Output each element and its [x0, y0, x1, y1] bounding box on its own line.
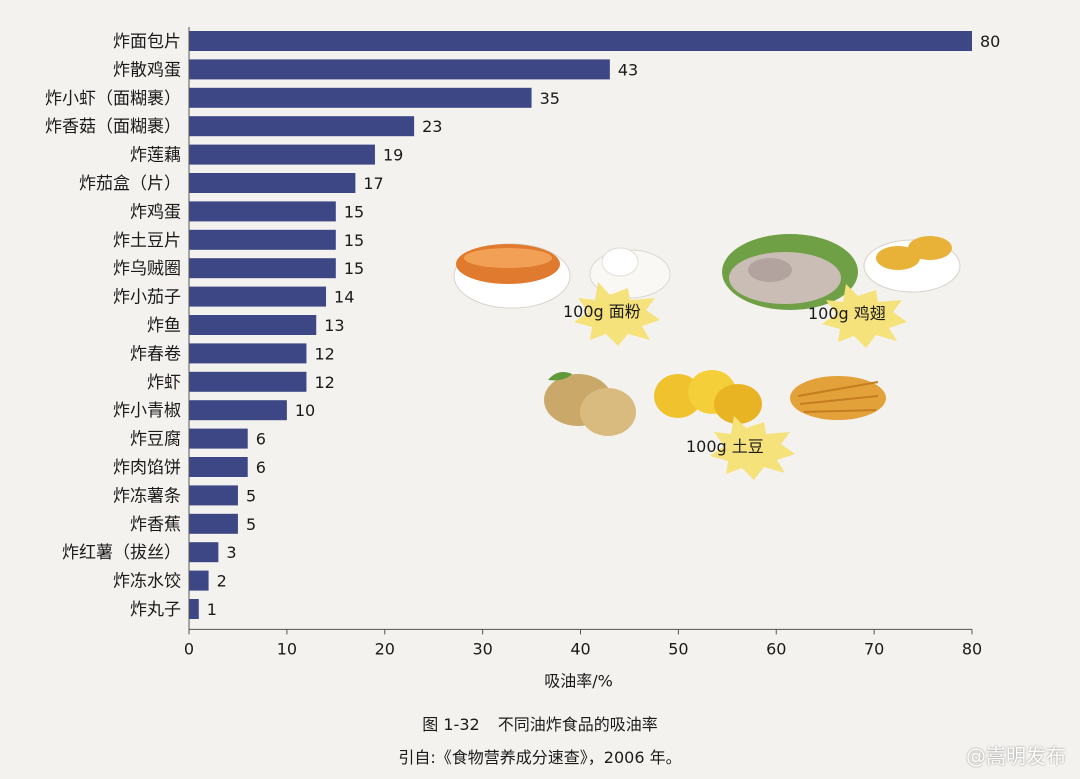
figure-caption: 图 1-32 不同油炸食品的吸油率: [0, 711, 1080, 735]
bar: [189, 343, 307, 364]
category-label: 炸小茄子: [113, 288, 181, 308]
x-axis: 0 10 20 30 40 50 60 70 80 吸油率/%: [184, 27, 982, 690]
figure-title: 不同油炸食品的吸油率: [497, 715, 658, 734]
category-label: 炸乌贼圈: [113, 259, 181, 279]
bar: [189, 59, 610, 80]
value-label: 19: [383, 146, 403, 165]
potato-label: 100g 土豆: [686, 437, 764, 456]
category-label: 炸冻薯条: [113, 486, 181, 506]
value-label: 3: [226, 543, 236, 562]
bar: [189, 485, 238, 506]
category-label: 炸散鸡蛋: [113, 60, 181, 80]
bar: [189, 116, 415, 137]
category-label: 炸莲藕: [130, 146, 181, 166]
fried-dough-icon: [453, 243, 671, 309]
bar: [189, 457, 248, 477]
category-label: 炸小青椒: [113, 401, 181, 421]
bar: [189, 570, 209, 591]
starburst-potato: [710, 416, 795, 480]
value-label: 80: [980, 32, 1000, 51]
category-label: 炸土豆片: [113, 231, 181, 251]
category-label: 炸鱼: [147, 316, 181, 336]
value-label: 6: [256, 458, 266, 477]
value-label: 17: [363, 174, 383, 193]
bar: [189, 371, 307, 392]
x-tick-label: 80: [962, 639, 982, 658]
x-tick-label: 10: [277, 639, 297, 658]
category-label: 炸虾: [147, 373, 181, 393]
value-label: 6: [256, 430, 266, 449]
bar: [189, 599, 199, 619]
bar: [189, 173, 356, 193]
flour-label: 100g 面粉: [563, 302, 641, 321]
value-label: 12: [314, 344, 334, 363]
bar: [189, 400, 287, 421]
chicken-wing-icon: [722, 234, 961, 310]
category-label: 炸豆腐: [130, 430, 181, 450]
x-tick-label: 30: [472, 639, 492, 658]
value-label: 5: [246, 515, 256, 534]
bar: [189, 201, 336, 222]
bar: [189, 258, 336, 279]
value-label: 10: [295, 401, 315, 420]
value-label: 5: [246, 486, 256, 505]
bar: [189, 428, 248, 449]
bar: [189, 144, 375, 165]
x-axis-title: 吸油率/%: [544, 671, 613, 690]
bar: [189, 87, 532, 108]
value-label: 43: [618, 60, 638, 79]
starburst-flour: [574, 282, 660, 346]
value-label: 15: [344, 202, 364, 221]
x-tick-label: 0: [184, 639, 194, 658]
figure-number: 图 1-32: [422, 715, 480, 734]
value-label: 13: [324, 316, 344, 335]
category-label: 炸香菇（面糊裹）: [45, 117, 181, 137]
category-label: 炸小虾（面糊裹）: [45, 89, 181, 109]
potato-icon: [544, 370, 886, 436]
figure-source: 引自:《食物营养成分速查》，2006 年。: [398, 748, 682, 767]
bar: [189, 286, 327, 307]
x-tick-label: 40: [570, 639, 590, 658]
category-label: 炸鸡蛋: [130, 202, 181, 222]
x-tick-label: 70: [864, 639, 884, 658]
value-label: 15: [344, 259, 364, 278]
x-tick-label: 50: [668, 639, 688, 658]
bar: [189, 315, 317, 335]
category-label: 炸面包片: [113, 32, 181, 52]
value-label: 23: [422, 117, 442, 136]
category-label: 炸冻水饺: [113, 572, 181, 592]
bar: [189, 513, 238, 534]
starburst-chicken: [822, 284, 907, 348]
value-label: 14: [334, 288, 354, 307]
value-label: 35: [540, 89, 560, 108]
value-label: 15: [344, 231, 364, 250]
category-label: 炸丸子: [130, 600, 181, 620]
category-label: 炸红薯（拔丝）: [62, 543, 181, 563]
value-label: 1: [207, 600, 217, 619]
value-label: 12: [314, 373, 334, 392]
category-label: 炸春卷: [130, 344, 181, 364]
x-tick-label: 60: [766, 639, 786, 658]
value-label: 2: [217, 572, 227, 591]
chicken-label: 100g 鸡翅: [808, 304, 886, 323]
category-label: 炸肉馅饼: [113, 458, 181, 478]
bar: [189, 31, 972, 51]
watermark: @嵩明发布: [966, 744, 1066, 768]
bar: [189, 229, 336, 250]
x-tick-label: 20: [375, 639, 395, 658]
category-label: 炸香蕉: [130, 515, 181, 535]
bar: [189, 542, 219, 563]
category-label: 炸茄盒（片）: [79, 174, 181, 194]
